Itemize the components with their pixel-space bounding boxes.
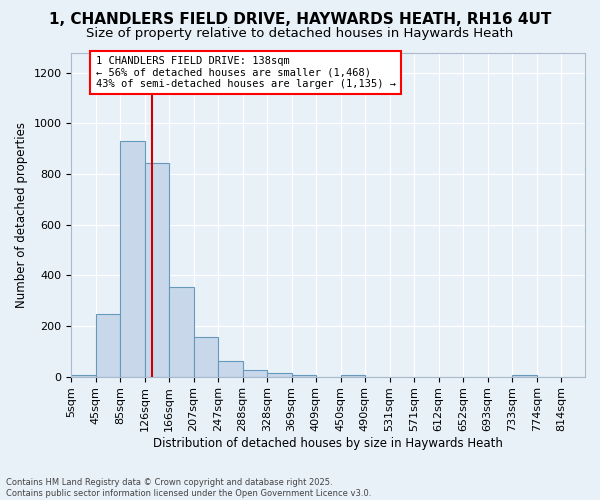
- Bar: [218, 361, 242, 376]
- Bar: [267, 374, 292, 376]
- Y-axis label: Number of detached properties: Number of detached properties: [15, 122, 28, 308]
- Text: Size of property relative to detached houses in Haywards Heath: Size of property relative to detached ho…: [86, 28, 514, 40]
- Bar: [341, 374, 365, 376]
- Bar: [292, 374, 316, 376]
- X-axis label: Distribution of detached houses by size in Haywards Heath: Distribution of detached houses by size …: [153, 437, 503, 450]
- Bar: [71, 374, 95, 376]
- Bar: [169, 286, 194, 376]
- Bar: [95, 314, 120, 376]
- Bar: [512, 374, 536, 376]
- Text: Contains HM Land Registry data © Crown copyright and database right 2025.
Contai: Contains HM Land Registry data © Crown c…: [6, 478, 371, 498]
- Bar: [145, 162, 169, 376]
- Bar: [120, 141, 145, 376]
- Bar: [194, 336, 218, 376]
- Text: 1 CHANDLERS FIELD DRIVE: 138sqm
← 56% of detached houses are smaller (1,468)
43%: 1 CHANDLERS FIELD DRIVE: 138sqm ← 56% of…: [95, 56, 395, 89]
- Text: 1, CHANDLERS FIELD DRIVE, HAYWARDS HEATH, RH16 4UT: 1, CHANDLERS FIELD DRIVE, HAYWARDS HEATH…: [49, 12, 551, 28]
- Bar: [242, 370, 267, 376]
